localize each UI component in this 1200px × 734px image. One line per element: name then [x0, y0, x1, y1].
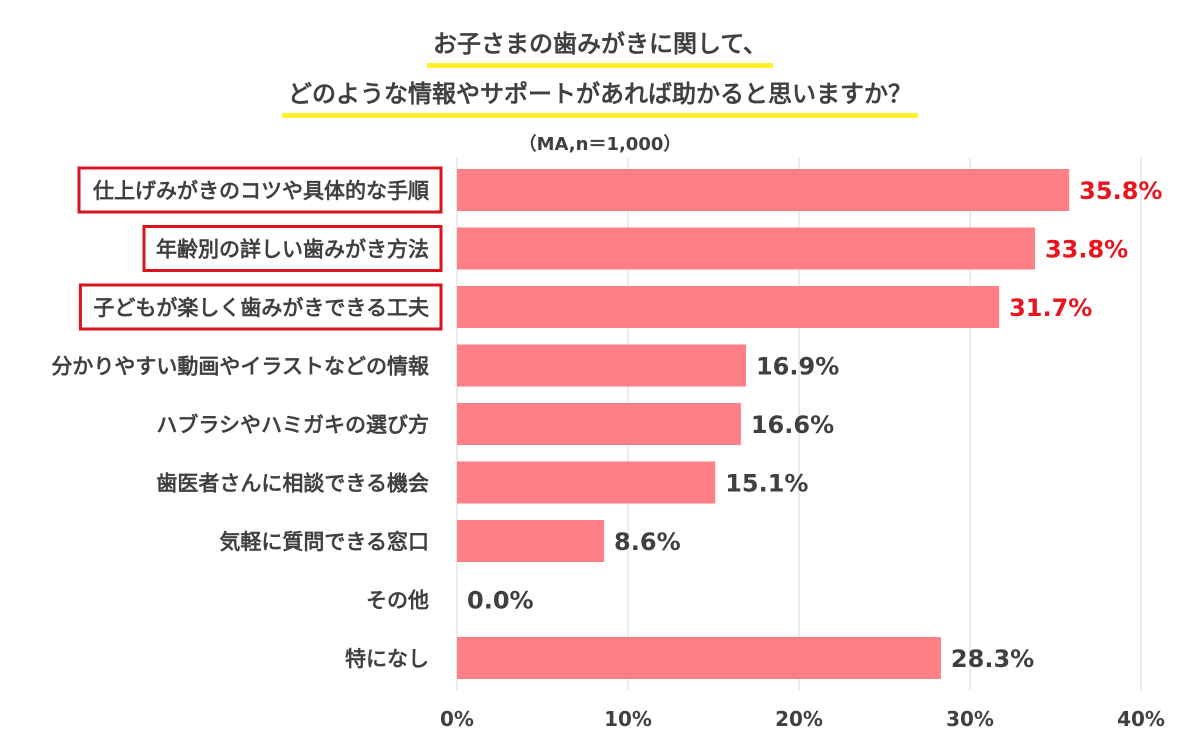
bar	[457, 403, 741, 445]
chart-title-line-2: どのような情報やサポートがあれば助かると思いますか？	[0, 74, 1200, 118]
value-label: 15.1%	[725, 470, 808, 498]
category-label: 分かりやすい動画やイラストなどの情報	[51, 355, 430, 379]
x-tick-label: 20%	[775, 707, 823, 731]
highlight-box	[142, 225, 443, 272]
value-label: 16.9%	[756, 353, 839, 381]
value-label: 28.3%	[951, 645, 1034, 673]
x-tick-label: 0%	[440, 707, 474, 731]
chart-subtitle: （MA,n＝1,000）	[518, 134, 682, 155]
x-tick-label: 40%	[1117, 707, 1165, 731]
bar	[457, 286, 1000, 328]
category-label: 気軽に質問できる窓口	[219, 530, 429, 554]
category-label: その他	[366, 589, 429, 613]
bar	[457, 227, 1035, 270]
value-label: 31.7%	[1009, 294, 1092, 322]
value-label: 0.0%	[467, 587, 534, 615]
bar	[457, 637, 941, 679]
category-label: 子どもが楽しく歯みがきできる工夫	[93, 296, 430, 320]
x-tick-label: 30%	[946, 707, 994, 731]
category-label: 仕上げみがきのコツや具体的な手順	[92, 179, 430, 203]
bar	[457, 520, 605, 562]
value-label: 8.6%	[614, 528, 681, 556]
category-label: 特になし	[345, 647, 429, 671]
category-label: 歯医者さんに相談できる機会	[156, 472, 429, 496]
bar	[457, 169, 1070, 211]
category-label: ハブラシやハミガキの選び方	[156, 413, 429, 437]
highlight-box	[78, 283, 443, 331]
value-label: 16.6%	[751, 411, 834, 439]
highlight-box	[77, 166, 443, 214]
bar	[457, 461, 716, 504]
chart-title-line-1: お子さまの歯みがきに関して、	[0, 24, 1200, 68]
value-label: 35.8%	[1079, 177, 1162, 205]
value-label: 33.8%	[1045, 236, 1128, 264]
x-tick-label: 10%	[604, 707, 652, 731]
category-label: 年齢別の詳しい歯みがき方法	[156, 238, 429, 262]
bar	[457, 344, 746, 387]
